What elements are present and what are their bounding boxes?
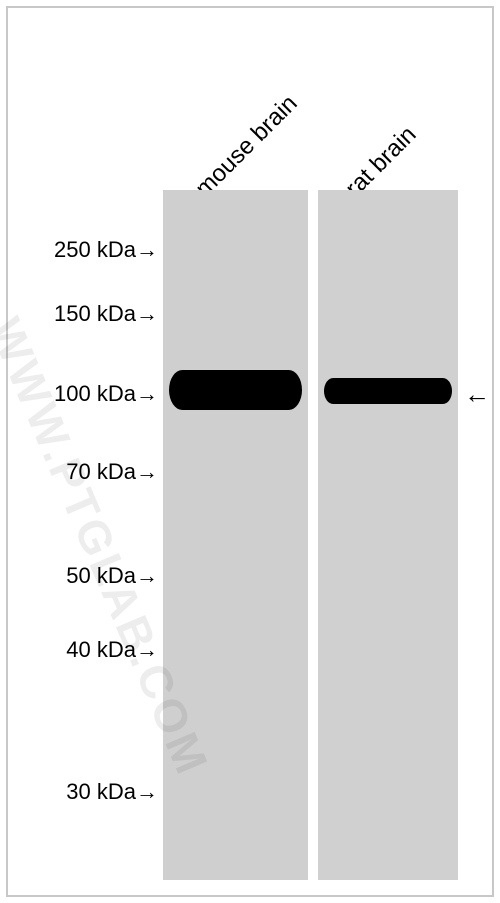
marker-arrow-icon: →: [136, 779, 158, 805]
marker-150: 150 kDa→: [54, 301, 158, 327]
marker-70-text: 70 kDa: [66, 459, 136, 484]
marker-arrow-icon: →: [136, 301, 158, 327]
lane-rat-brain: [318, 190, 458, 880]
marker-40-text: 40 kDa: [66, 637, 136, 662]
marker-50-text: 50 kDa: [66, 563, 136, 588]
marker-50: 50 kDa→: [66, 563, 158, 589]
marker-arrow-icon: →: [136, 237, 158, 263]
marker-70: 70 kDa→: [66, 459, 158, 485]
marker-250: 250 kDa→: [54, 237, 158, 263]
band-rat-brain-0: [324, 378, 452, 404]
marker-250-text: 250 kDa: [54, 237, 136, 262]
marker-arrow-icon: →: [136, 459, 158, 485]
marker-30-text: 30 kDa: [66, 779, 136, 804]
marker-arrow-icon: →: [136, 381, 158, 407]
target-band-arrow-icon: ←: [464, 379, 490, 410]
marker-30: 30 kDa→: [66, 779, 158, 805]
marker-arrow-icon: →: [136, 563, 158, 589]
western-blot-figure: mouse brain rat brain 250 kDa→ 150 kDa→ …: [0, 0, 500, 903]
marker-arrow-icon: →: [136, 637, 158, 663]
band-mouse-brain-0: [169, 370, 302, 410]
marker-40: 40 kDa→: [66, 637, 158, 663]
lane-mouse-brain: [163, 190, 308, 880]
marker-100: 100 kDa→: [54, 381, 158, 407]
marker-150-text: 150 kDa: [54, 301, 136, 326]
marker-100-text: 100 kDa: [54, 381, 136, 406]
